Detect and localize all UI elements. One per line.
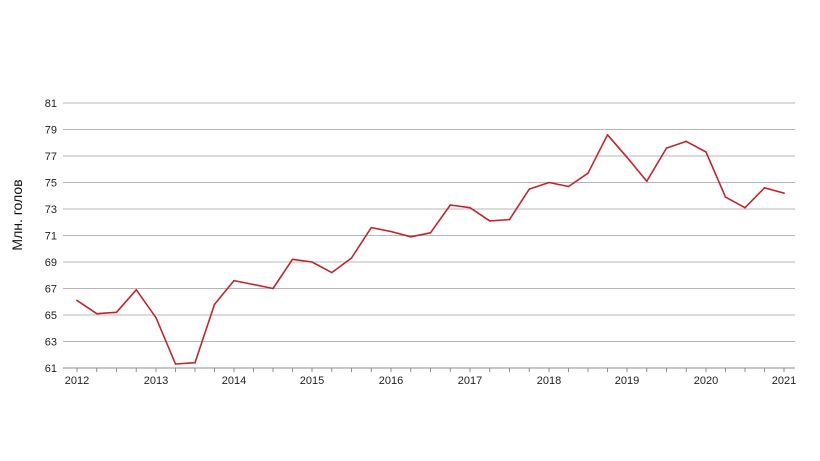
x-tick-label-2015: 2015 (300, 375, 324, 387)
data-point (567, 185, 570, 188)
data-point (76, 299, 78, 302)
data-point (194, 361, 196, 364)
data-point (291, 258, 294, 261)
data-point (115, 311, 118, 314)
data-point (587, 172, 589, 174)
y-axis-tick-labels-group: 61 63 65 67 69 71 73 75 77 79 81 (45, 98, 57, 375)
data-point (548, 181, 550, 184)
series-group (76, 134, 785, 365)
x-tick-label-2021: 2021 (772, 375, 796, 387)
x-tick-label-2012: 2012 (65, 375, 89, 387)
data-point (410, 236, 412, 238)
data-point (508, 218, 511, 221)
y-tick-label-71: 71 (45, 231, 57, 243)
data-point (311, 261, 313, 263)
data-point (705, 151, 707, 153)
y-tick-label-63: 63 (45, 337, 57, 349)
data-point (155, 316, 157, 319)
x-tick-label-2017: 2017 (458, 375, 482, 387)
data-point (489, 220, 491, 222)
data-point (763, 187, 766, 189)
data-point (213, 303, 216, 306)
data-point (449, 204, 452, 206)
y-tick-label-77: 77 (45, 151, 57, 163)
y-tick-label-81: 81 (45, 98, 57, 110)
data-point (331, 271, 333, 274)
y-tick-label-65: 65 (45, 310, 57, 322)
y-tick-label-69: 69 (45, 257, 57, 269)
x-tick-label-2018: 2018 (537, 375, 561, 387)
x-tick-label-2014: 2014 (222, 375, 246, 387)
data-point (528, 188, 531, 190)
data-point (233, 279, 235, 282)
data-point (724, 196, 727, 198)
y-tick-label-79: 79 (45, 125, 57, 137)
data-point (390, 230, 392, 233)
y-tick-label-73: 73 (45, 204, 57, 216)
y-tick-label-61: 61 (45, 363, 57, 375)
data-point (96, 312, 98, 315)
x-tick-label-2016: 2016 (379, 375, 403, 387)
y-tick-label-75: 75 (45, 178, 57, 190)
data-point (685, 140, 688, 143)
x-axis-group: 2012 2013 2014 2015 2016 2017 2018 2019 2020 2021 (63, 367, 796, 387)
data-point (252, 283, 255, 286)
data-point (646, 180, 648, 182)
data-point (429, 232, 432, 234)
data-point (606, 134, 609, 136)
data-point (626, 156, 628, 159)
data-point (350, 257, 353, 259)
x-tick-label-2020: 2020 (694, 375, 718, 387)
y-axis-label: Млн. голов (9, 179, 25, 250)
data-point (665, 147, 668, 149)
data-point (783, 192, 785, 194)
data-point (370, 226, 373, 229)
x-tick-label-2013: 2013 (144, 375, 168, 387)
data-point (469, 206, 471, 209)
data-point (135, 289, 138, 291)
x-tick-label-2019: 2019 (615, 375, 639, 387)
y-tick-label-67: 67 (45, 284, 57, 296)
data-point (272, 287, 274, 290)
data-point (174, 363, 177, 365)
series-line-0 (76, 134, 785, 365)
data-point (744, 206, 746, 209)
gridlines-group (63, 102, 795, 342)
